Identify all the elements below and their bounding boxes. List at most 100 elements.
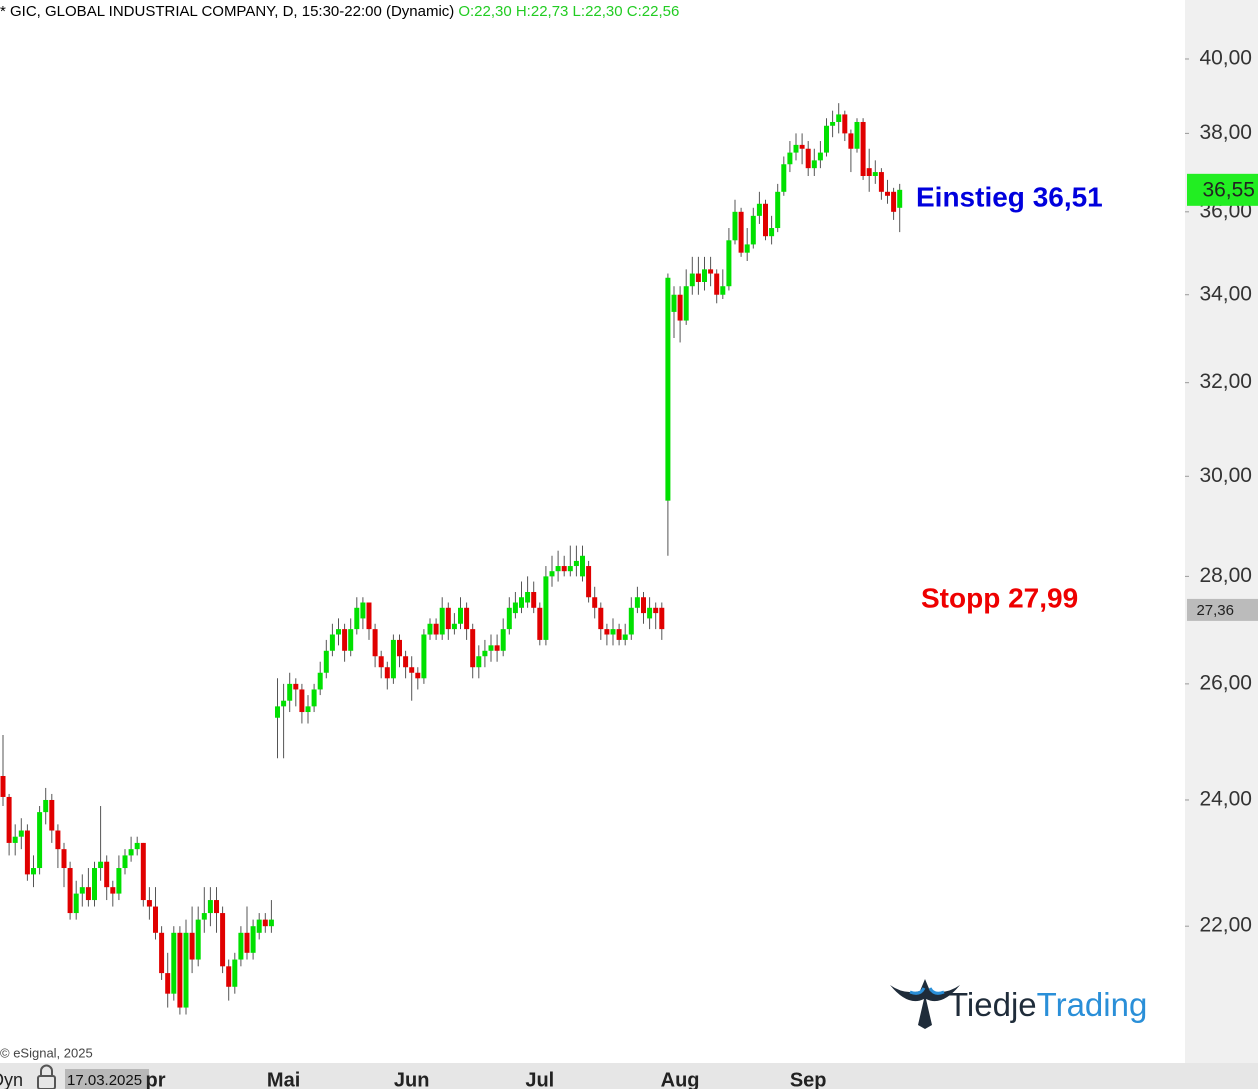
candle-body [744,244,750,253]
candle-body [500,629,506,651]
candle-body [598,607,604,630]
candle-body [793,144,799,153]
chart-title: * GIC, GLOBAL INDUSTRIAL COMPANY, D, 15:… [0,3,454,20]
candle-body [250,926,256,953]
mode: Dyn [0,1070,23,1089]
candle-body [647,607,653,619]
candle-body [262,919,268,927]
candle-body [439,607,445,635]
candle-body [683,286,689,321]
candle-body [110,887,116,894]
candle-body [49,799,55,831]
candle-body [860,121,866,176]
candle-body [641,597,646,614]
candle-body [525,591,531,603]
candle-body [689,273,695,287]
candle-body [451,623,457,630]
candle-body [824,125,829,153]
candle-body [805,148,811,169]
candle-body [366,602,372,630]
candle-body [494,645,500,651]
candle-body [177,932,183,1008]
candle-body [543,576,549,640]
candle-body [628,607,634,635]
candle-body [714,273,720,295]
candle-body [537,607,543,640]
logo-text: TiedjeTrading [948,986,1147,1023]
candle-body [116,868,122,894]
y-tick-label: 40,00 [1199,47,1252,70]
candle-body [427,623,433,635]
candle-body [31,868,36,875]
x-tick-label: Aug [661,1069,700,1089]
candle-body [512,602,518,614]
candle-body [37,812,43,869]
candle-body [134,842,140,850]
candle-body [281,700,287,707]
candle-body [634,597,640,608]
candle-body [421,634,427,679]
candle-body [458,607,463,624]
price-tag [1187,598,1258,621]
candle-body [146,900,152,907]
y-tick-label: 30,00 [1199,464,1252,487]
candle-body [799,144,805,149]
candle-body [55,830,61,850]
annotation: Einstieg 36,51 [916,181,1103,212]
candle-body [305,706,311,713]
ohlc-legend: O:22,30 H:22,73 L:22,30 C:22,56 [458,3,679,20]
candle-body [299,689,305,713]
candle-body [85,887,91,901]
candle-body [397,639,402,657]
logo-part: Trading [1037,986,1148,1023]
candle-body [226,966,232,987]
candle-body [293,683,299,690]
candle-body [506,607,512,630]
candle-body [677,294,683,321]
candle-body [220,913,226,967]
candle-body [12,836,18,843]
candle-body [622,634,628,640]
candle-body [336,629,341,635]
candle-body [482,650,488,657]
candle-body [201,913,207,920]
candle-body [409,667,415,673]
candle-body [519,597,524,608]
logo: TiedjeTrading [890,979,1147,1029]
candle-body [384,667,390,679]
time-axis [0,1063,1258,1089]
plot-area [0,0,1185,1063]
candle-body [836,114,842,122]
candle-body [671,294,677,312]
candle-body [470,629,476,668]
candle-body [531,591,537,608]
candle-body [866,168,872,176]
candle-body [720,286,726,295]
candle-body [787,152,793,165]
price-axis [1185,0,1258,1063]
candle-body [885,191,890,196]
candle-body [232,959,238,987]
lock-icon [37,1064,56,1089]
candle-body [403,656,409,668]
candle-body [268,919,274,927]
logo-part: Tiedje [948,986,1037,1023]
candle-body [372,629,378,657]
candle-body [323,650,329,673]
candle-body [665,277,671,501]
x-tick-label: pr [146,1069,166,1089]
candle-body [128,849,134,856]
candle-body [445,607,451,630]
candle-body [726,240,732,287]
price-tag [1187,173,1258,206]
candle-body [695,273,701,282]
y-tick-label: 26,00 [1199,671,1252,694]
candle-body [842,114,848,134]
candle-body [464,607,470,630]
candle-body [73,893,79,914]
candle-body [195,919,201,960]
x-tick-label: Mai [267,1069,300,1089]
candle-body [854,121,860,149]
candle-body [67,868,73,914]
